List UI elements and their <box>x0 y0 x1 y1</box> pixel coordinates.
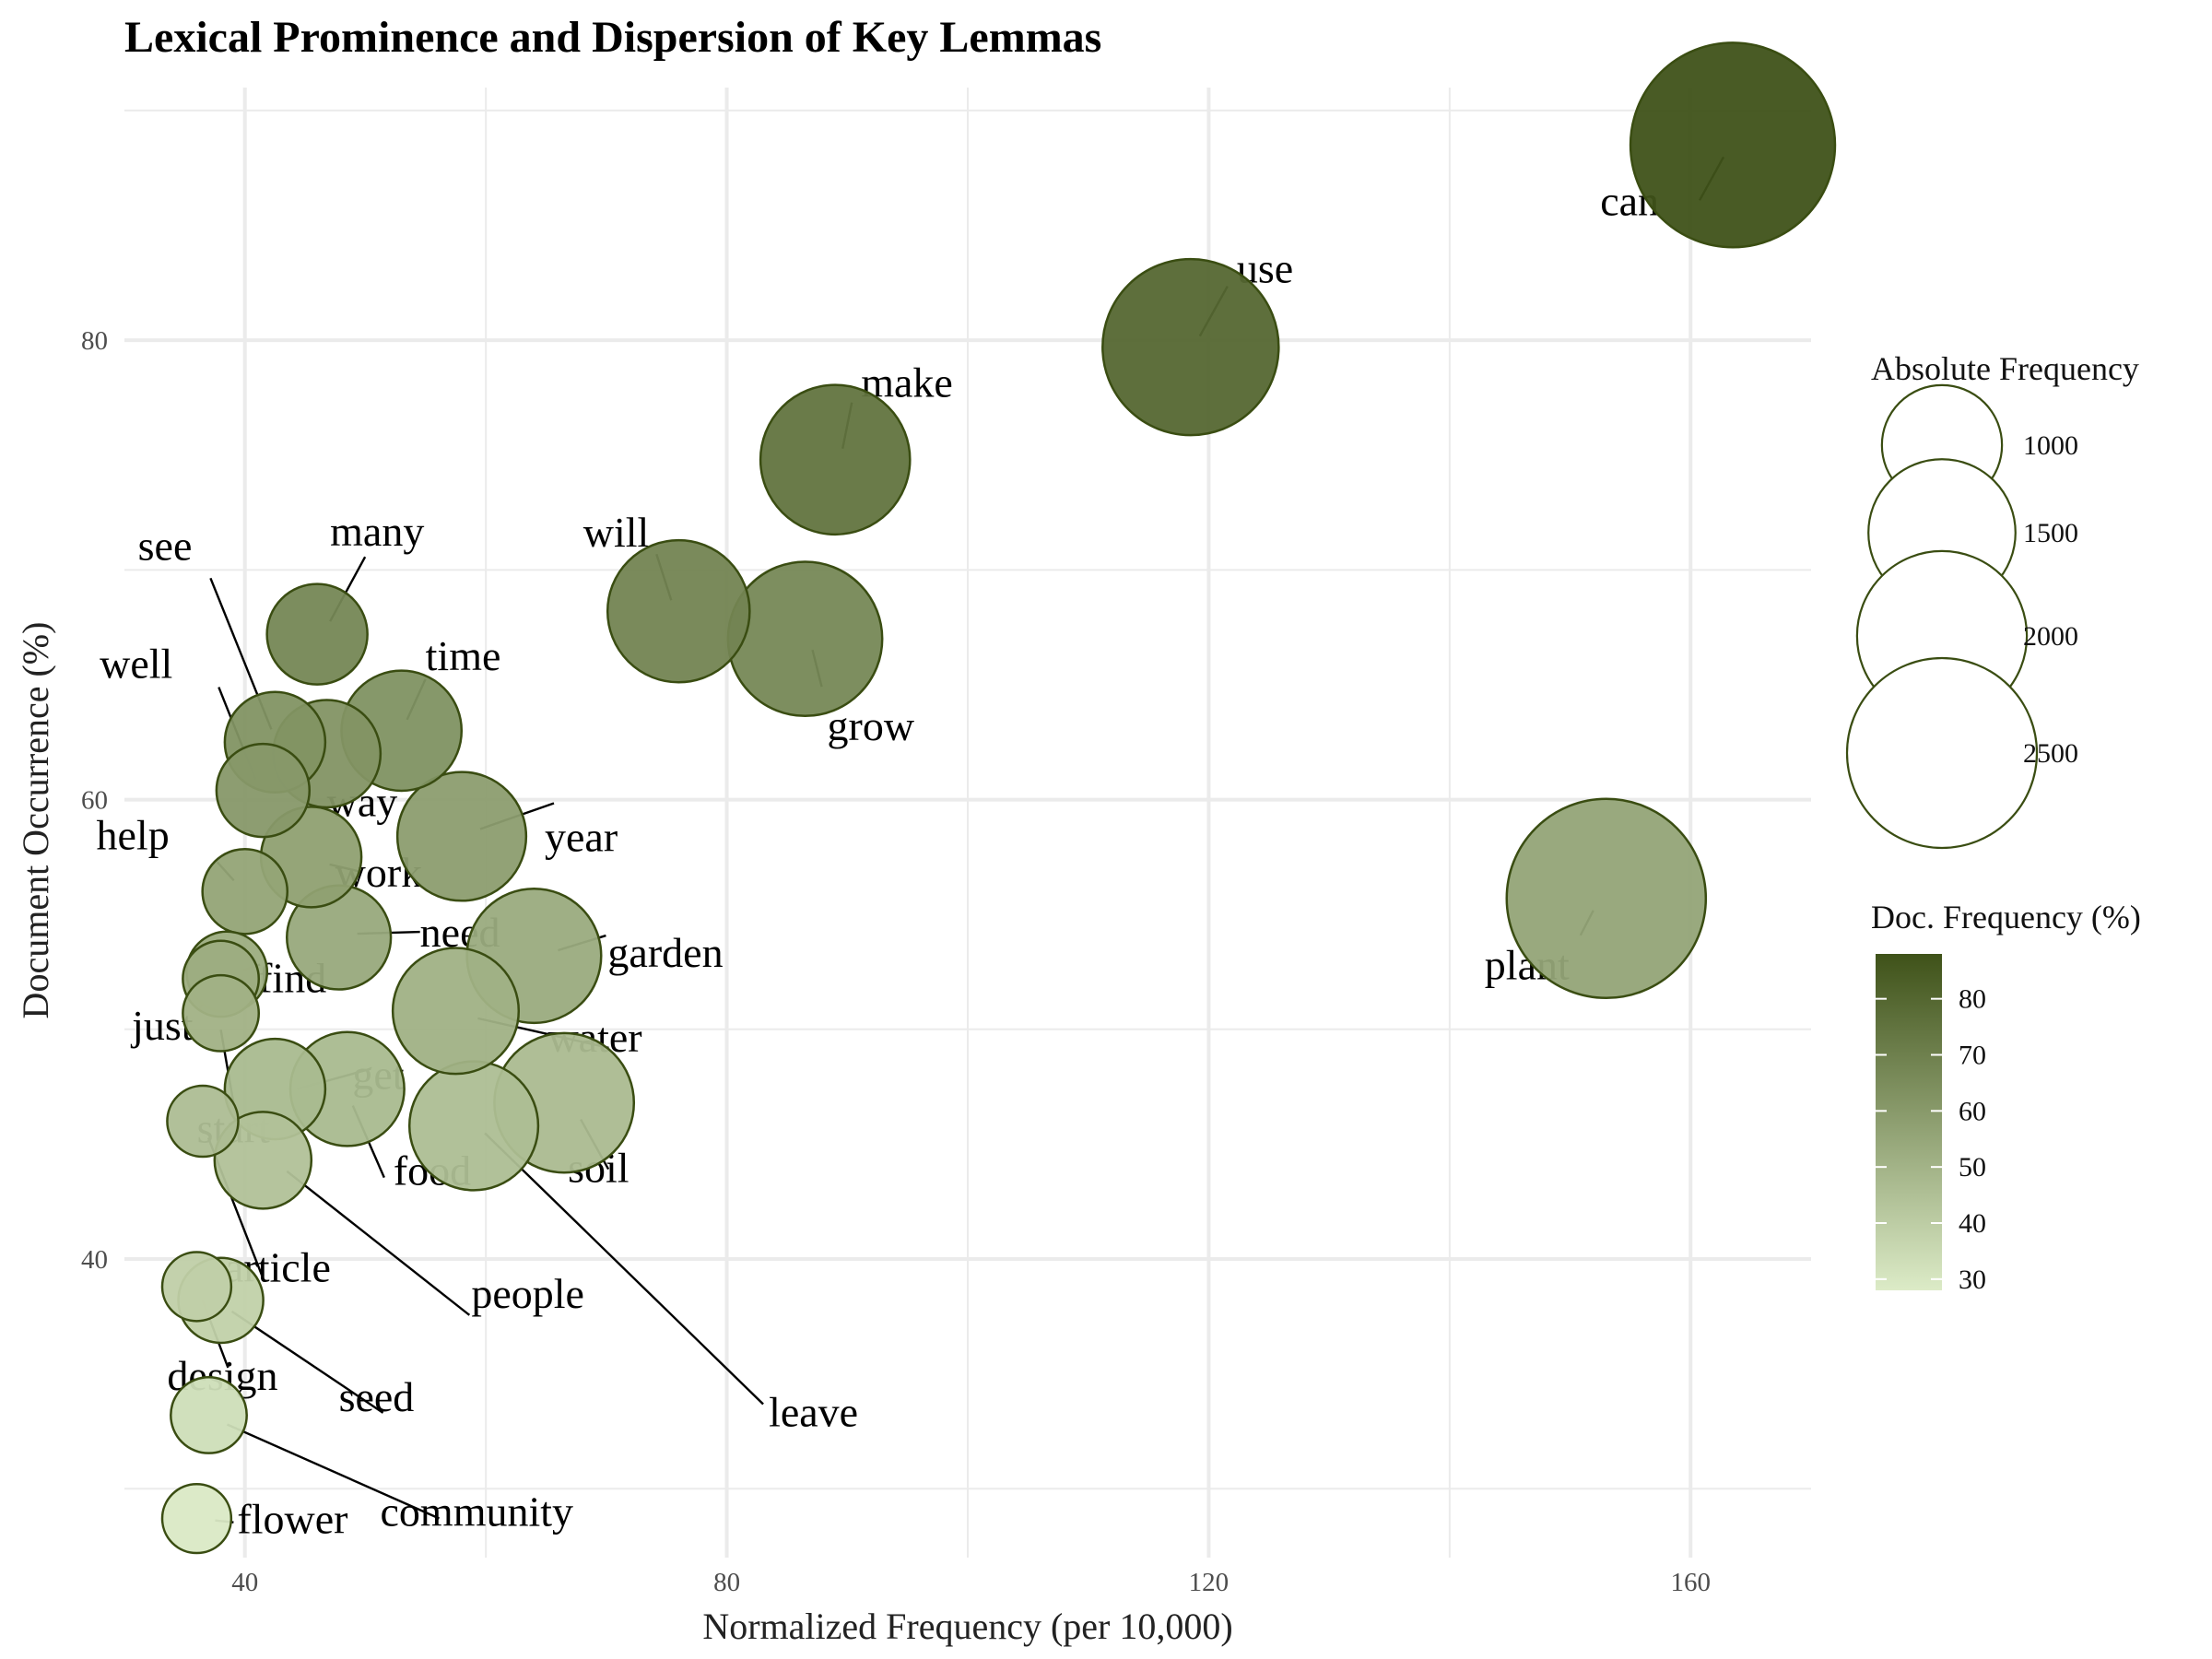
leader-line-leave <box>484 1132 764 1406</box>
point-label-leave: leave <box>769 1388 858 1435</box>
size-legend-label: 2000 <box>2023 621 2078 652</box>
point-label-people: people <box>471 1270 584 1317</box>
point-label-see: see <box>138 522 193 569</box>
y-tick-label: 60 <box>81 786 108 816</box>
color-legend-label: 40 <box>1959 1208 1986 1239</box>
point-label-will: will <box>583 509 650 556</box>
point-start <box>182 973 261 1053</box>
color-legend-label: 60 <box>1959 1096 1986 1126</box>
point-label-many: many <box>330 508 424 555</box>
y-tick-label: 40 <box>81 1245 108 1275</box>
size-legend-label: 1500 <box>2023 518 2078 548</box>
leader-line-community <box>227 1423 440 1520</box>
point-people <box>213 1111 313 1210</box>
point-will <box>606 538 751 684</box>
point-help <box>201 847 289 935</box>
point-label-well: well <box>100 641 172 688</box>
color-legend-label: 30 <box>1959 1265 1986 1295</box>
color-legend-label: 80 <box>1959 984 1986 1015</box>
point-make <box>759 383 912 536</box>
point-article <box>166 1084 240 1159</box>
y-tick-label: 80 <box>81 326 108 356</box>
color-legend-label: 70 <box>1959 1041 1986 1071</box>
leader-line-people <box>286 1170 471 1316</box>
point-design <box>160 1251 233 1323</box>
x-tick-label: 40 <box>231 1568 258 1597</box>
x-tick-label: 80 <box>713 1568 740 1597</box>
point-well <box>215 742 312 839</box>
point-label-flower: flower <box>237 1496 347 1543</box>
point-can <box>1629 41 1837 249</box>
size-legend-items: 1000 1500 2000 2500 <box>1845 383 2078 850</box>
point-use <box>1101 257 1280 437</box>
leader-line-seed <box>230 1310 384 1414</box>
color-legend-bar <box>1876 954 1942 1290</box>
point-label-year: year <box>545 813 618 860</box>
chart-title: Lexical Prominence and Dispersion of Key… <box>124 13 1101 62</box>
point-flower <box>160 1482 233 1555</box>
color-legend-ticks: 30 40 50 60 70 80 <box>1876 984 1986 1295</box>
point-label-seed: seed <box>339 1373 415 1420</box>
grid-layer <box>124 88 1811 1558</box>
point-label-grow: grow <box>828 702 915 749</box>
point-label-community: community <box>381 1488 574 1535</box>
point-water <box>391 947 521 1076</box>
tick-layer: 40 80 120 160 40 60 80 <box>81 326 1711 1597</box>
point-label-help: help <box>97 811 170 858</box>
size-legend-label: 1000 <box>2023 430 2078 461</box>
color-legend-label: 50 <box>1959 1152 1986 1182</box>
y-axis-title: Document Occurrence (%) <box>15 622 56 1019</box>
color-legend-title: Doc. Frequency (%) <box>1871 899 2141 935</box>
legend-layer: Absolute Frequency 1000 1500 2000 2500 Doc.… <box>1845 350 2141 1295</box>
x-tick-label: 160 <box>1671 1568 1712 1597</box>
point-label-garden: garden <box>607 929 723 976</box>
x-tick-label: 120 <box>1189 1568 1230 1597</box>
point-community <box>170 1376 248 1454</box>
point-leave <box>407 1060 540 1192</box>
point-plant <box>1505 797 1708 1000</box>
size-legend-label: 2500 <box>2023 738 2078 769</box>
x-axis-title: Normalized Frequency (per 10,000) <box>702 1606 1232 1647</box>
point-year <box>395 771 528 902</box>
point-many <box>265 582 369 686</box>
size-legend-key <box>1845 656 2039 850</box>
size-legend-title: Absolute Frequency <box>1871 350 2139 387</box>
point-label-time: time <box>426 632 501 679</box>
point-grow <box>726 560 884 718</box>
point-layer <box>160 41 1837 1555</box>
